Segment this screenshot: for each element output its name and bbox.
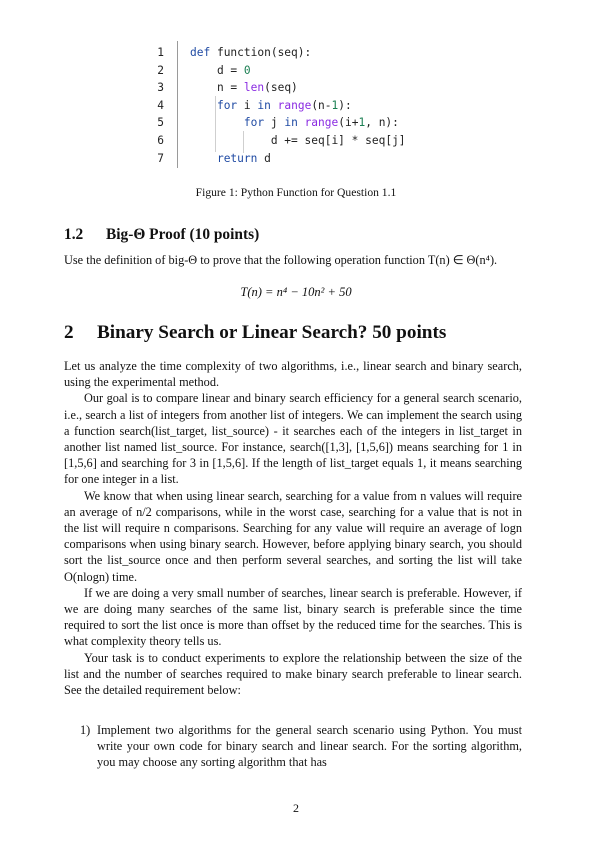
indent-guide xyxy=(243,131,244,153)
code-text: d = 0 xyxy=(190,63,251,77)
code-line: 4 for i in range(n-1): xyxy=(148,97,448,115)
equation: T(n) = n⁴ − 10n² + 50 xyxy=(240,285,352,299)
code-line: 3 n = len(seq) xyxy=(148,79,448,97)
section-heading: 2 Binary Search or Linear Search? 50 poin… xyxy=(64,322,446,344)
list-item: 1) Implement two algorithms for the gene… xyxy=(80,722,522,771)
code-listing-rule xyxy=(177,41,178,168)
section-number: 2 xyxy=(64,322,74,343)
subsection-text: Use the definition of big-Θ to prove tha… xyxy=(64,253,498,267)
line-number: 7 xyxy=(157,151,164,165)
indent-guide xyxy=(215,96,216,152)
figure-caption: Figure 1: Python Function for Question 1… xyxy=(195,186,397,199)
code-line: 5 for j in range(i+1, n): xyxy=(148,114,448,132)
paragraph: Our goal is to compare linear and binary… xyxy=(64,391,522,487)
code-text: for i in range(n-1): xyxy=(216,98,352,112)
paragraph: Your task is to conduct experiments to e… xyxy=(64,650,522,698)
code-text: n = len(seq) xyxy=(190,81,298,95)
section-title: Binary Search or Linear Search? 50 point… xyxy=(97,322,447,343)
code-line: 7 return d xyxy=(148,150,448,168)
code-text: def function(seq): xyxy=(190,46,312,59)
line-number: 3 xyxy=(157,81,164,95)
line-number: 4 xyxy=(157,98,164,112)
line-number: 6 xyxy=(157,133,164,147)
line-number: 5 xyxy=(157,116,164,130)
requirements-list: 1) Implement two algorithms for the gene… xyxy=(80,722,522,771)
subsection-number: 1.2 xyxy=(64,226,84,243)
line-number: 1 xyxy=(157,46,164,59)
subsection-title: Big-Θ Proof (10 points) xyxy=(106,226,260,243)
body-text: Let us analyze the time complexity of tw… xyxy=(64,358,522,698)
paragraph: We know that when using linear search, s… xyxy=(64,488,522,584)
code-line: 6 d += seq[i] * seq[j] xyxy=(148,132,448,150)
code-text: return d xyxy=(216,151,271,165)
line-number: 2 xyxy=(157,63,164,77)
code-line: 2 d = 0 xyxy=(148,62,448,80)
code-line: 1 def function(seq): xyxy=(148,44,448,62)
subsection-heading: 1.2 Big-Θ Proof (10 points) xyxy=(64,226,259,244)
code-text: d += seq[i] * seq[j] xyxy=(190,133,406,147)
paragraph: Let us analyze the time complexity of tw… xyxy=(64,359,522,390)
paragraph: If we are doing a very small number of s… xyxy=(64,585,522,649)
code-text: for j in range(i+1, n): xyxy=(243,116,399,130)
list-item-text: Implement two algorithms for the general… xyxy=(97,723,522,770)
list-marker: 1) xyxy=(80,723,91,737)
page-number: 2 xyxy=(293,801,299,815)
